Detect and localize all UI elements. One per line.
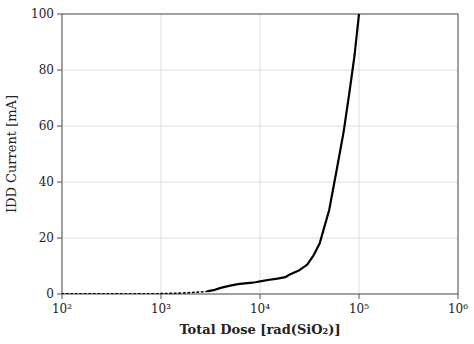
x-tick — [458, 294, 459, 299]
x-tick-label: 10⁵ — [349, 302, 369, 316]
chart: 10² 10³ 10⁴ 10⁵ 10⁶ 0 20 40 60 80 100 Total Dose [r… — [0, 0, 474, 344]
plot-frame — [62, 14, 458, 294]
x-tick — [161, 294, 162, 299]
y-tick-label: 40 — [39, 175, 54, 189]
y-tick — [57, 238, 62, 239]
x-tick-label: 10³ — [151, 302, 171, 316]
x-tick — [260, 294, 261, 299]
x-tick — [62, 294, 63, 299]
y-tick — [57, 294, 62, 295]
grid — [62, 14, 458, 294]
series-line — [208, 14, 359, 291]
y-grid-line — [62, 126, 458, 127]
x-axis-label: Total Dose [rad(SiO₂)] — [179, 322, 340, 337]
x-tick-label: 10² — [52, 302, 72, 316]
y-tick — [57, 126, 62, 127]
x-grid-line — [260, 14, 261, 294]
y-tick — [57, 70, 62, 71]
y-grid-line — [62, 238, 458, 239]
y-tick-label: 60 — [39, 119, 54, 133]
x-tick — [359, 294, 360, 299]
x-grid-line — [161, 14, 162, 294]
y-tick-label: 0 — [46, 287, 54, 301]
y-tick-label: 80 — [39, 63, 54, 77]
y-grid-line — [62, 70, 458, 71]
y-tick — [57, 14, 62, 15]
x-grid-line — [359, 14, 360, 294]
plot-background — [62, 14, 458, 294]
axes: 10² 10³ 10⁴ 10⁵ 10⁶ 0 20 40 60 80 100 — [31, 7, 468, 316]
x-tick-label: 10⁶ — [448, 302, 468, 316]
y-tick-label: 20 — [39, 231, 54, 245]
series-line — [62, 291, 208, 294]
y-tick — [57, 182, 62, 183]
y-grid-line — [62, 182, 458, 183]
x-tick-label: 10⁴ — [250, 302, 270, 316]
data — [62, 14, 359, 294]
y-tick-label: 100 — [31, 7, 54, 21]
y-axis-label: IDD Current [mA] — [4, 95, 19, 213]
